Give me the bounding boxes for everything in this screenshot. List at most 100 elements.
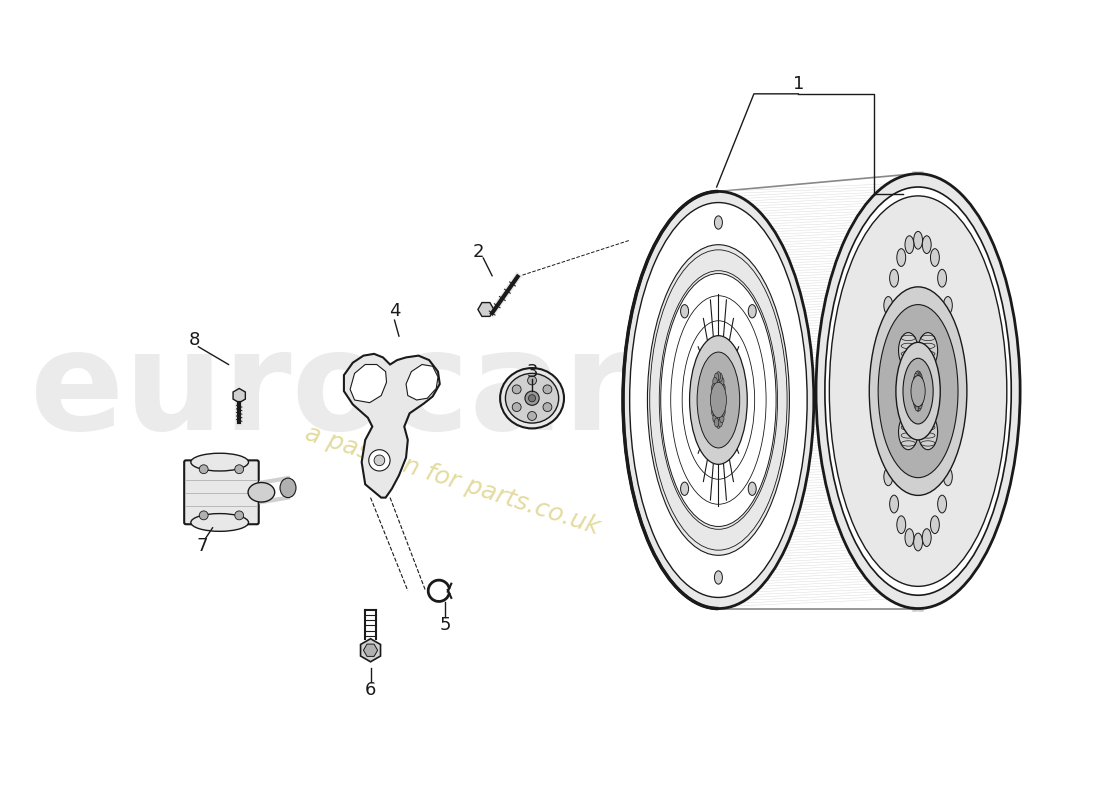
Ellipse shape (712, 407, 716, 417)
Ellipse shape (880, 329, 889, 346)
Ellipse shape (916, 405, 920, 411)
Ellipse shape (747, 413, 752, 425)
Circle shape (199, 465, 208, 474)
Ellipse shape (740, 482, 747, 494)
Text: 5: 5 (439, 617, 451, 634)
Text: a passion for parts.co.uk: a passion for parts.co.uk (301, 421, 603, 539)
Ellipse shape (714, 216, 723, 229)
Circle shape (234, 465, 243, 474)
Ellipse shape (690, 336, 747, 464)
Ellipse shape (681, 482, 689, 495)
Circle shape (513, 402, 521, 411)
Circle shape (528, 411, 537, 421)
Ellipse shape (947, 436, 956, 454)
Ellipse shape (920, 394, 924, 402)
Ellipse shape (735, 508, 740, 520)
Ellipse shape (947, 329, 956, 346)
Ellipse shape (190, 454, 249, 471)
Ellipse shape (711, 391, 715, 400)
Ellipse shape (895, 342, 940, 440)
Ellipse shape (719, 251, 726, 264)
Ellipse shape (684, 413, 690, 425)
Ellipse shape (505, 374, 559, 423)
Ellipse shape (916, 370, 920, 378)
Ellipse shape (905, 529, 914, 546)
Circle shape (368, 450, 390, 471)
Ellipse shape (816, 174, 1020, 609)
Ellipse shape (713, 378, 717, 386)
Ellipse shape (918, 402, 922, 409)
Ellipse shape (500, 368, 564, 428)
Ellipse shape (922, 236, 932, 254)
Circle shape (374, 455, 385, 466)
Ellipse shape (745, 449, 750, 462)
Ellipse shape (920, 381, 924, 388)
Ellipse shape (190, 514, 249, 531)
Ellipse shape (690, 306, 696, 318)
Ellipse shape (914, 402, 917, 409)
Ellipse shape (280, 478, 296, 498)
Ellipse shape (912, 385, 916, 392)
Ellipse shape (712, 251, 717, 264)
Ellipse shape (920, 377, 923, 384)
Circle shape (528, 394, 536, 402)
Ellipse shape (918, 414, 937, 450)
Ellipse shape (735, 280, 740, 292)
Ellipse shape (937, 495, 946, 513)
Ellipse shape (684, 375, 690, 387)
Ellipse shape (716, 419, 720, 428)
Ellipse shape (720, 407, 725, 417)
Circle shape (199, 511, 208, 520)
Ellipse shape (921, 390, 924, 397)
Ellipse shape (718, 418, 723, 427)
Ellipse shape (714, 418, 718, 427)
Ellipse shape (718, 373, 723, 382)
Ellipse shape (915, 404, 918, 411)
Ellipse shape (747, 375, 752, 387)
Text: 8: 8 (189, 330, 200, 349)
Text: 4: 4 (388, 302, 400, 320)
Ellipse shape (727, 526, 734, 539)
Ellipse shape (711, 382, 726, 418)
Ellipse shape (829, 196, 1006, 586)
Ellipse shape (896, 249, 905, 266)
Ellipse shape (748, 482, 756, 495)
Ellipse shape (713, 414, 717, 422)
Ellipse shape (914, 231, 923, 249)
Ellipse shape (880, 436, 889, 454)
Text: 3: 3 (526, 362, 538, 381)
Ellipse shape (703, 261, 710, 274)
Ellipse shape (714, 571, 723, 584)
Ellipse shape (914, 374, 917, 381)
Text: eurocars: eurocars (30, 324, 715, 458)
Ellipse shape (949, 401, 958, 418)
Ellipse shape (869, 287, 967, 495)
Ellipse shape (937, 270, 946, 287)
Ellipse shape (914, 533, 923, 551)
Ellipse shape (661, 274, 777, 526)
Ellipse shape (921, 385, 924, 392)
Ellipse shape (915, 371, 918, 378)
Ellipse shape (690, 482, 696, 494)
Ellipse shape (899, 414, 918, 450)
Ellipse shape (903, 358, 933, 424)
Ellipse shape (720, 383, 725, 393)
Ellipse shape (918, 333, 937, 368)
Ellipse shape (719, 536, 726, 549)
Ellipse shape (748, 305, 756, 318)
Ellipse shape (532, 378, 559, 418)
Polygon shape (350, 365, 386, 402)
Ellipse shape (714, 373, 718, 382)
Ellipse shape (719, 414, 724, 422)
Circle shape (513, 385, 521, 394)
Ellipse shape (712, 536, 717, 549)
Circle shape (525, 391, 539, 406)
Ellipse shape (711, 400, 715, 409)
Ellipse shape (922, 529, 932, 546)
Ellipse shape (629, 202, 807, 598)
Ellipse shape (917, 371, 921, 378)
Ellipse shape (727, 261, 734, 274)
Text: 2: 2 (473, 243, 485, 261)
Circle shape (543, 402, 552, 411)
Circle shape (543, 385, 552, 394)
